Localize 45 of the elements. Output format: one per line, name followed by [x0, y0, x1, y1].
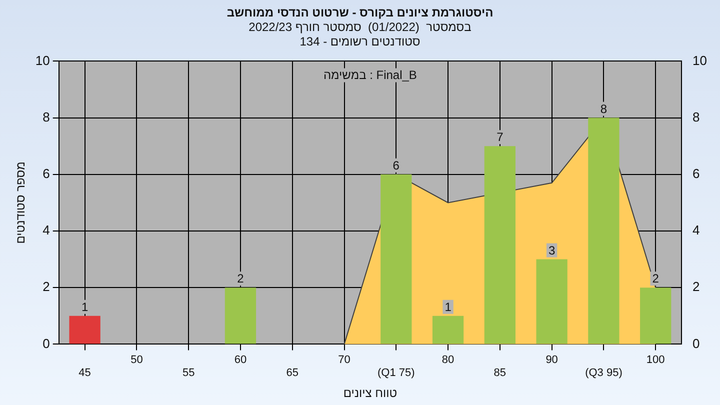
y-axis-title: מספר סטודנטים	[14, 162, 28, 244]
y2-tick-label: 8	[692, 109, 700, 124]
data-label: 3	[548, 243, 556, 258]
x-axis-title: טווח ציונים	[343, 386, 398, 400]
bar	[224, 288, 256, 344]
bar	[536, 259, 568, 344]
y-tick-label: 10	[35, 52, 50, 68]
data-label: 2	[237, 272, 244, 286]
y2-tick-label: 2	[692, 279, 700, 294]
data-label: 1	[444, 300, 452, 314]
data-label: 7	[496, 130, 504, 144]
x-tick-label: 50	[130, 354, 143, 366]
y2-tick-label: 10	[692, 52, 708, 68]
x-tick-label: 90	[546, 354, 558, 366]
data-label: 8	[600, 102, 608, 116]
y-tick-label: 0	[42, 336, 50, 351]
data-label: 1	[81, 300, 88, 314]
bar	[69, 316, 100, 344]
data-label: 2	[652, 272, 660, 286]
y2-tick-label: 4	[692, 222, 700, 238]
x-tick-label: 60	[234, 354, 247, 366]
bar	[380, 174, 412, 344]
y-tick-label: 8	[42, 109, 50, 124]
y-tick-label: 2	[42, 279, 50, 294]
y-tick-label: 4	[42, 222, 50, 238]
x-tick-label: (Q1 75)	[377, 367, 415, 380]
x-tick-label: 65	[286, 367, 298, 380]
bar	[588, 118, 620, 344]
data-label: 6	[392, 158, 400, 172]
x-tick-label: (Q3 95)	[585, 367, 622, 380]
chart-subtitle: בסמסטר (01/2022) סמסטר חורף 2022/23 סטודנטים רשומים - 134	[248, 20, 472, 48]
x-tick-label: 100	[646, 354, 665, 366]
annotation: במשימה : Final_B	[323, 68, 417, 82]
x-tick-label: 85	[494, 367, 506, 380]
bar	[640, 288, 672, 344]
x-tick-label: 45	[78, 367, 91, 380]
x-tick-label: 70	[338, 354, 350, 366]
y-tick-label: 6	[42, 166, 50, 181]
chart-title: היסטוגרמת ציונים בקורס - שרטוט הנדסי ממוחשב	[226, 6, 494, 20]
y2-tick-label: 0	[692, 336, 700, 351]
x-tick-label: 55	[182, 367, 195, 380]
bar	[484, 146, 516, 344]
y2-tick-label: 6	[692, 166, 700, 181]
x-tick-label: 80	[442, 354, 454, 366]
bar	[432, 316, 464, 344]
